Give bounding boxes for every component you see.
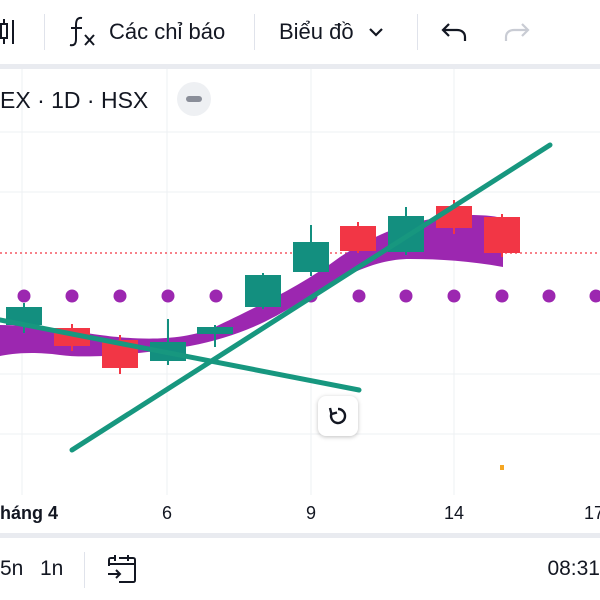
calendar-go-icon <box>108 555 136 583</box>
trendline-down[interactable] <box>0 317 362 393</box>
indicators-button[interactable]: Các chỉ báo <box>68 0 225 64</box>
grid-lines <box>0 69 600 495</box>
bottom-bar-divider <box>84 552 85 588</box>
chevron-down-icon <box>368 28 383 37</box>
price-marker <box>500 465 504 470</box>
time-axis[interactable]: háng 4 6 9 14 17 <box>0 495 600 531</box>
top-toolbar: Các chỉ báo Biểu đồ <box>0 0 600 64</box>
toolbar-divider <box>44 14 45 50</box>
range-label: 5n <box>0 557 24 580</box>
reset-icon <box>328 407 347 425</box>
candle <box>245 273 281 309</box>
x-tick-label: háng 4 <box>0 503 59 523</box>
candles-icon <box>0 19 14 44</box>
range-button-5n[interactable]: 5n <box>0 538 23 600</box>
candle <box>150 319 186 365</box>
chart-type-label: Biểu đồ <box>279 19 354 44</box>
redo-button[interactable] <box>504 0 530 64</box>
session-clock[interactable]: 08:31 <box>547 538 600 600</box>
undo-icon <box>441 23 467 41</box>
range-label: 1n <box>40 557 64 580</box>
reset-chart-button[interactable] <box>318 396 358 436</box>
toolbar-divider <box>417 14 418 50</box>
moving-average-band <box>0 215 503 357</box>
fx-icon <box>69 16 95 47</box>
chart-style-button[interactable] <box>0 0 20 64</box>
candle <box>340 222 376 253</box>
trendline-up[interactable] <box>69 142 553 453</box>
x-tick-label: 9 <box>305 503 317 523</box>
x-tick-label: 6 <box>161 503 173 523</box>
candle <box>484 214 520 257</box>
undo-button[interactable] <box>441 0 467 64</box>
price-chart[interactable] <box>0 69 600 495</box>
minus-icon <box>186 96 202 102</box>
clock-time: 08:31 <box>547 557 600 580</box>
toolbar-divider <box>254 14 255 50</box>
legend-collapse-button[interactable] <box>177 82 211 116</box>
x-tick-label: 14 <box>443 503 465 523</box>
chart-type-dropdown[interactable]: Biểu đồ <box>279 0 384 64</box>
bottom-bar-border <box>0 533 600 538</box>
toolbar-bottom-border <box>0 64 600 69</box>
bottom-bar: 5n 1n 08:31 <box>0 538 600 600</box>
symbol-legend-text: EX · 1D · HSX <box>0 86 149 113</box>
symbol-legend[interactable]: EX · 1D · HSX <box>0 84 148 116</box>
candle <box>293 225 329 276</box>
x-tick-label: 17 <box>584 503 600 523</box>
range-button-1n[interactable]: 1n <box>40 538 63 600</box>
candle <box>197 325 233 347</box>
indicators-label: Các chỉ báo <box>109 19 226 44</box>
go-to-date-button[interactable] <box>106 538 138 600</box>
redo-icon <box>504 23 530 41</box>
